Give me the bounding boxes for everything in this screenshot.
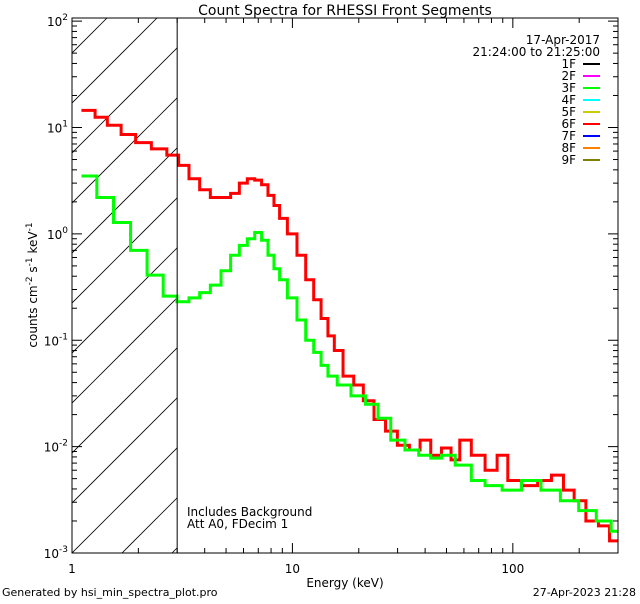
x-axis-label: Energy (keV)	[306, 576, 383, 590]
x-tick-label: 10	[285, 562, 300, 576]
y-tick-label: 102	[47, 13, 68, 29]
x-tick-label: 100	[501, 562, 524, 576]
legend-label-7F: 7F	[561, 129, 576, 143]
chart-title: Count Spectra for RHESSI Front Segments	[198, 3, 492, 19]
hatch-line	[72, 18, 208, 154]
hatch-line	[72, 18, 158, 104]
excluded-region-hatch	[0, 0, 640, 553]
y-tick-label: 10-2	[44, 439, 68, 455]
legend-label-5F: 5F	[561, 105, 576, 119]
generated-by-label: Generated by hsi_min_spectra_plot.pro	[2, 586, 218, 599]
legend-label-2F: 2F	[561, 69, 576, 83]
y-tick-label: 10-3	[44, 545, 68, 561]
legend-label-8F: 8F	[561, 141, 576, 155]
y-tick-label: 101	[47, 120, 68, 136]
time-range-label: 21:24:00 to 21:25:00	[473, 45, 600, 59]
generated-timestamp: 27-Apr-2023 21:28	[533, 586, 636, 599]
hatch-line	[0, 0, 122, 553]
plot-frame	[71, 17, 619, 554]
date-label: 17-Apr-2017	[526, 33, 600, 47]
series-6F	[81, 108, 618, 543]
annotation-attenuator: Att A0, FDecim 1	[187, 517, 288, 531]
hatch-line	[622, 0, 640, 553]
y-tick-label: 10-1	[44, 332, 68, 348]
legend-label-6F: 6F	[561, 117, 576, 131]
legend-label-3F: 3F	[561, 81, 576, 95]
legend-label-9F: 9F	[561, 153, 576, 167]
y-axis-label: counts cm-2 s-1 keV-1	[25, 222, 40, 347]
y-tick-label: 100	[47, 226, 68, 242]
x-tick-label: 1	[68, 562, 76, 576]
legend-label-4F: 4F	[561, 93, 576, 107]
legend-label-1F: 1F	[561, 57, 576, 71]
hatch-mask	[177, 18, 618, 553]
annotation-background: Includes Background	[187, 505, 312, 519]
series-3F	[81, 174, 618, 533]
